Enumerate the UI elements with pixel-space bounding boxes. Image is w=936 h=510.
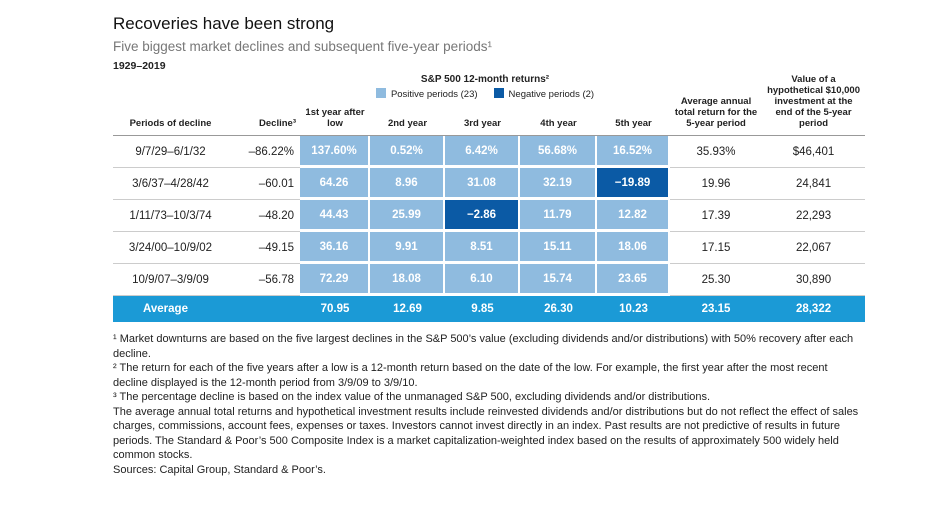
table-cell: 6.42%	[445, 136, 520, 168]
legend: Positive periods (23) Negative periods (2…	[300, 88, 670, 100]
average-cell: 28,322	[795, 303, 832, 315]
table-row: 1/11/73–10/3/74 –48.20 44.43 25.99 −2.86 11.7…	[113, 200, 866, 232]
table-cell: 24,841	[762, 168, 866, 200]
table-cell: 23.65	[597, 264, 671, 296]
returns-table: S&P 500 12-month returns² Positive period…	[113, 74, 866, 322]
header-row: Periods of decline Decline³ 1st year after…	[113, 104, 865, 136]
table-cell: 15.11	[520, 232, 597, 264]
table-head: S&P 500 12-month returns² Positive period…	[113, 74, 866, 136]
table-cell: –49.15	[228, 232, 300, 264]
table-cell: 12.82	[597, 200, 671, 232]
table-cell: 1/11/73–10/3/74	[113, 200, 228, 232]
table-cell: 6.10	[445, 264, 520, 296]
table-cell: 19.96	[670, 168, 763, 200]
table-body: 9/7/29–6/1/32 –86.22% 137.60% 0.52% 6.42% 56.…	[113, 136, 866, 322]
column-header: Average annual total return for the 5-ye…	[670, 74, 763, 136]
legend-label: Negative periods (2)	[508, 89, 595, 100]
group-header: S&P 500 12-month returns² Positive period…	[300, 74, 670, 104]
table-cell: 31.08	[445, 168, 520, 200]
table-cell: 8.51	[445, 232, 520, 264]
footnote: The average annual total returns and hyp…	[113, 405, 859, 462]
table-cell: 25.99	[370, 200, 445, 232]
column-header: 2nd year	[370, 104, 445, 136]
legend-swatch	[493, 88, 504, 98]
table-cell: 3/24/00–10/9/02	[113, 232, 228, 264]
average-cell: 70.95	[320, 303, 350, 315]
table-cell: –60.01	[228, 168, 300, 200]
table-cell: 16.52%	[597, 136, 671, 168]
table-row: 3/24/00–10/9/02 –49.15 36.16 9.91 8.51 15.11 1…	[113, 232, 866, 264]
column-header: Value of a hypothetical $10,000 investme…	[762, 74, 866, 136]
table-cell: –56.78	[228, 264, 300, 296]
table-cell: 15.74	[520, 264, 597, 296]
table-cell: 56.68%	[520, 136, 597, 168]
column-header: 4th year	[520, 104, 597, 136]
table-cell: 18.06	[597, 232, 671, 264]
legend-item: Positive periods (23)	[375, 88, 478, 100]
column-header: Decline³	[228, 104, 300, 136]
footnotes: ¹ Market downturns are based on the five…	[113, 332, 865, 477]
header-cell	[113, 74, 300, 104]
footnote: ² The return for each of the five years …	[113, 362, 828, 389]
date-range: 1929–2019	[113, 60, 166, 72]
table-cell: 137.60%	[300, 136, 370, 168]
table-cell: 3/6/37–4/28/42	[113, 168, 228, 200]
table-cell: 22,067	[762, 232, 866, 264]
table-cell: 36.16	[300, 232, 370, 264]
table-cell: −19.89	[597, 168, 671, 200]
title: Recoveries have been strong	[113, 14, 335, 33]
table-cell: 11.79	[520, 200, 597, 232]
legend-swatch	[375, 88, 386, 98]
table-cell: –86.22%	[228, 136, 300, 168]
table-cell: 64.26	[300, 168, 370, 200]
table-cell: 72.29	[300, 264, 370, 296]
table-cell: 0.52%	[370, 136, 445, 168]
table-cell: 9.91	[370, 232, 445, 264]
table-cell: 25.30	[670, 264, 763, 296]
legend-item: Negative periods (2)	[493, 88, 595, 100]
footnote: ¹ Market downturns are based on the five…	[113, 333, 854, 360]
header-row: S&P 500 12-month returns² Positive period…	[113, 74, 866, 136]
column-header: Periods of decline	[113, 104, 228, 136]
average-row: Average 70.95 12.69 9.85 26.30 10.23 23.15 28,3…	[113, 296, 866, 322]
table-cell: −2.86	[445, 200, 520, 232]
table-cell: 17.39	[670, 200, 763, 232]
table-cell: 18.08	[370, 264, 445, 296]
table-cell: 10/9/07–3/9/09	[113, 264, 228, 296]
legend-label: Positive periods (23)	[390, 89, 478, 100]
average-cell: 9.85	[471, 303, 494, 315]
footnote: Sources: Capital Group, Standard & Poor’…	[113, 463, 326, 476]
content: Recoveries have been strong Five biggest…	[113, 14, 866, 477]
table-cell: 22,293	[762, 200, 866, 232]
table-cell: 17.15	[670, 232, 763, 264]
table-row: 10/9/07–3/9/09 –56.78 72.29 18.08 6.10 15.74 2…	[113, 264, 866, 296]
table-cell: $46,401	[762, 136, 866, 168]
table-cell: 30,890	[762, 264, 866, 296]
table-cell: –48.20	[228, 200, 300, 232]
column-header: 3rd year	[445, 104, 520, 136]
table-cell: 32.19	[520, 168, 597, 200]
table-cell: 44.43	[300, 200, 370, 232]
group-title: S&P 500 12-month returns²	[420, 74, 550, 85]
table-cell: 8.96	[370, 168, 445, 200]
average-cell: 10.23	[619, 303, 648, 315]
column-header: 5th year	[597, 104, 671, 136]
average-cell: 23.15	[701, 303, 731, 315]
table-row: 3/6/37–4/28/42 –60.01 64.26 8.96 31.08 32.19−…	[113, 168, 866, 200]
table-cell: 9/7/29–6/1/32	[113, 136, 228, 168]
table-cell: 35.93%	[670, 136, 763, 168]
average-cell: 12.69	[393, 303, 422, 315]
footnote: ³ The percentage decline is based on the…	[113, 391, 711, 403]
average-cell: 26.30	[544, 303, 573, 315]
table-row: 9/7/29–6/1/32 –86.22% 137.60% 0.52% 6.42% 56.…	[113, 136, 866, 168]
average-label: Average	[143, 303, 188, 315]
column-header: 1st year after low	[300, 104, 370, 136]
subtitle: Five biggest market declines and subsequ…	[113, 39, 492, 54]
